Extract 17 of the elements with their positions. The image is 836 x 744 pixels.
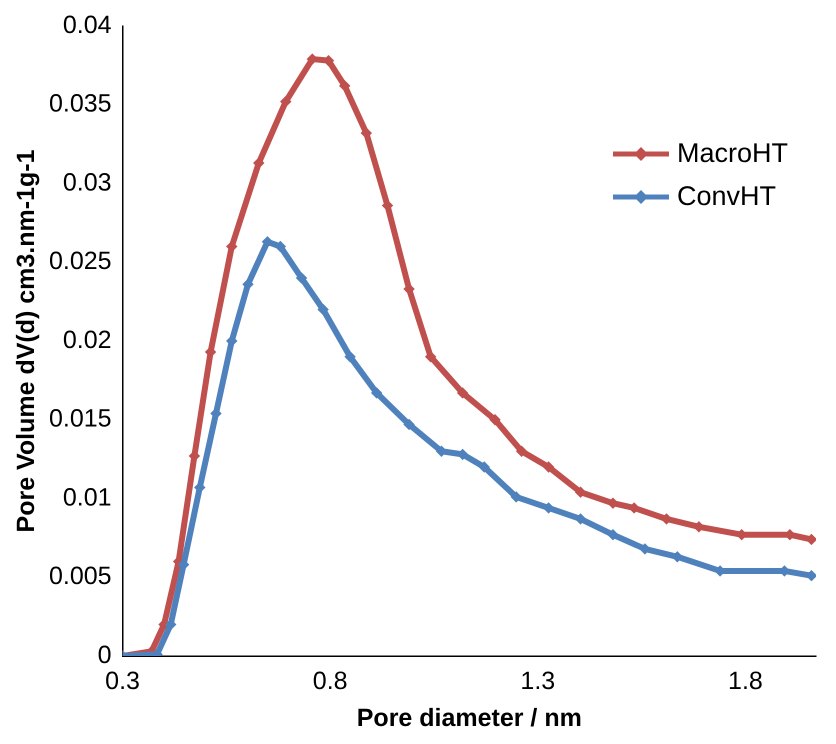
x-tick-label: 0.8: [312, 666, 348, 695]
legend-label: MacroHT: [676, 138, 788, 169]
y-tick-label: 0.035: [49, 90, 112, 118]
y-tick-label: 0.005: [49, 562, 112, 590]
y-tick-label: 0.02: [62, 326, 112, 354]
y-tick-label: 0.01: [62, 483, 112, 512]
x-axis-title: Pore diameter / nm: [356, 704, 582, 732]
x-tick-label: 1.3: [520, 666, 556, 695]
legend-label: ConvHT: [676, 181, 776, 212]
y-axis-title: Pore Volume dV(d) cm3.nm-1g-1: [12, 149, 40, 532]
y-tick-label: 0.04: [62, 10, 112, 39]
x-tick-label: 0.3: [105, 666, 140, 695]
y-tick-label: 0.025: [49, 247, 112, 276]
x-tick-label: 1.8: [728, 666, 763, 695]
y-tick-label: 0: [98, 640, 112, 669]
y-tick-label: 0.015: [49, 404, 112, 433]
y-tick-label: 0.03: [62, 168, 112, 196]
